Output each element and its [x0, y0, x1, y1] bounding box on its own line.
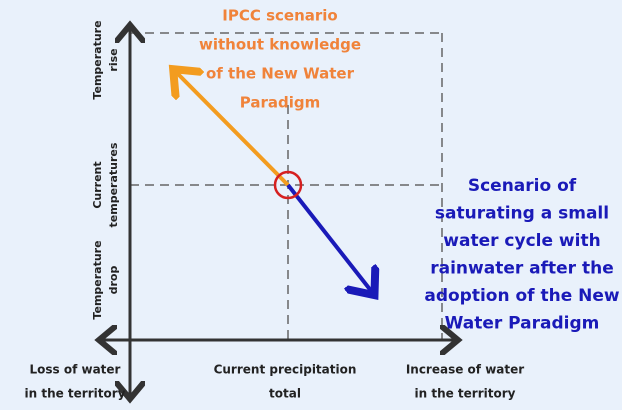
y-axis-label: Temperature [91, 20, 104, 99]
ipcc-text: Paradigm [240, 94, 320, 112]
y-axis-label: Temperature [91, 240, 104, 319]
ipcc-text: without knowledge [199, 36, 361, 54]
x-axis-label: Current precipitation [214, 363, 357, 377]
y-axis-label: temperatures [107, 142, 120, 227]
ipcc-arrow [176, 72, 290, 187]
current-point [273, 170, 303, 200]
new-scenario-text: Water Paradigm [445, 314, 600, 334]
new-scenario-text: Scenario of [468, 176, 577, 196]
x-axis-label: in the territory [25, 387, 126, 401]
ipcc-text: IPCC scenario [222, 7, 337, 25]
x-axis-label: Increase of water [406, 363, 524, 377]
new-scenario-text: saturating a small [435, 204, 609, 224]
x-axis-label: total [269, 387, 301, 401]
new-paradigm-arrow [286, 183, 372, 292]
new-scenario-text: water cycle with [443, 231, 600, 251]
y-axis-label: drop [107, 266, 120, 295]
y-axis-label: Current [91, 161, 104, 208]
x-axis-label: Loss of water [30, 363, 121, 377]
y-axis-label: rise [107, 48, 120, 71]
x-axis-label: in the territory [415, 387, 516, 401]
new-scenario-text: rainwater after the [430, 259, 614, 279]
ipcc-text: of the New Water [206, 65, 355, 83]
new-scenario-text: adoption of the New [424, 286, 620, 306]
